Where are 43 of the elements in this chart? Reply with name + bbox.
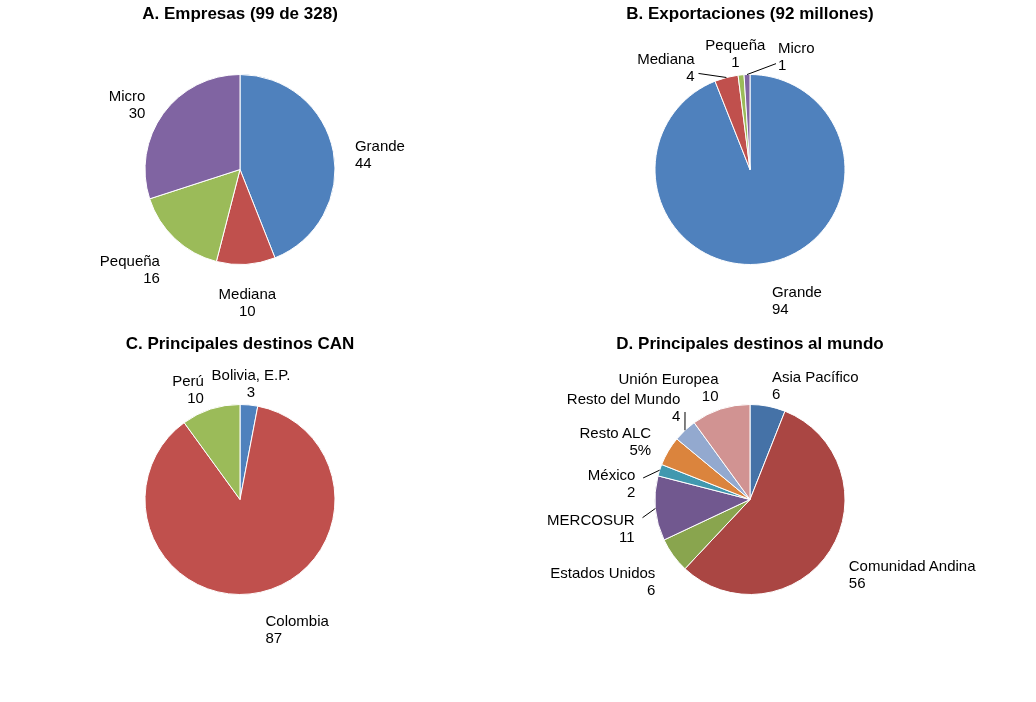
pie-slice [144,405,336,595]
data-label: 44 [354,154,372,172]
slice-label: MERCOSUR [547,511,635,529]
data-label: 1 [731,53,740,71]
slice-label: Micro [108,87,146,105]
data-label: 4 [671,407,681,425]
slice-label: Mediana [637,50,696,68]
data-label: 4 [686,67,695,85]
slice-label: Mediana [218,285,277,303]
slice-label: Unión Europea [618,370,720,388]
slice-label: México [587,465,636,483]
data-label: 87 [265,629,283,647]
data-label: 10 [701,387,719,405]
slice-label: Pequeña [99,251,161,269]
data-label: 5% [629,440,652,458]
slice-label: Asia Pacífico [771,367,859,385]
data-label: 10 [187,388,204,406]
slice-label: Perú [172,371,204,389]
slice-label: Colombia [265,612,330,630]
chart-title: B. Exportaciones (92 millones) [626,4,874,23]
data-label: 6 [647,580,656,598]
data-label: 2 [626,482,636,500]
data-label: 94 [771,300,789,318]
slice-label: Estados Unidos [550,563,656,581]
slice-label: Bolivia, E.P. [211,366,291,384]
chart-title: C. Principales destinos CAN [125,334,355,353]
data-label: 30 [128,104,146,122]
data-label: 11 [619,528,635,546]
slice-label: Grande [354,137,405,155]
data-label: 16 [143,268,160,286]
data-label: 56 [848,574,866,592]
slice-label: Micro [777,39,815,57]
slice-label: Comunidad Andina [848,557,977,575]
slice-label: Resto ALC [579,423,652,441]
data-label: 6 [771,384,781,402]
slice-label: Grande [771,283,822,301]
chart-title: D. Principales destinos al mundo [616,334,884,353]
data-label: 10 [239,302,256,320]
slice-label: Resto del Mundo [566,390,681,408]
data-label: 1 [777,56,787,74]
chart-title: A. Empresas (99 de 328) [142,4,338,23]
slice-label: Pequeña [705,36,767,54]
data-label: 3 [246,383,256,401]
